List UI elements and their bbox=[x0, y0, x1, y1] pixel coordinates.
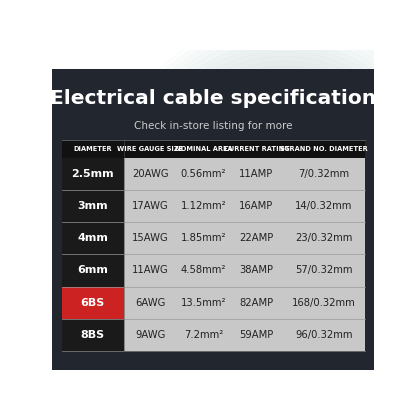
Text: 22AMP: 22AMP bbox=[239, 233, 273, 243]
Text: 168/0.32mm: 168/0.32mm bbox=[292, 298, 356, 308]
Text: 13.5mm²: 13.5mm² bbox=[181, 298, 226, 308]
Text: 82AMP: 82AMP bbox=[239, 298, 273, 308]
Bar bbox=[124, 222, 365, 254]
Text: 96/0.32mm: 96/0.32mm bbox=[295, 330, 353, 340]
Bar bbox=[62, 140, 365, 158]
Text: STRAND NO. DIAMETER: STRAND NO. DIAMETER bbox=[280, 146, 368, 151]
Text: 11AWG: 11AWG bbox=[132, 265, 169, 275]
Text: 11AMP: 11AMP bbox=[239, 169, 273, 179]
Text: 57/0.32mm: 57/0.32mm bbox=[295, 265, 353, 275]
Text: 6mm: 6mm bbox=[77, 265, 108, 275]
Text: 15AWG: 15AWG bbox=[132, 233, 169, 243]
Text: 17AWG: 17AWG bbox=[132, 201, 169, 211]
Text: 3mm: 3mm bbox=[77, 201, 108, 211]
Text: 0.56mm²: 0.56mm² bbox=[181, 169, 226, 179]
Text: 7.2mm²: 7.2mm² bbox=[184, 330, 223, 340]
Text: 6BS: 6BS bbox=[81, 298, 105, 308]
Bar bbox=[124, 254, 365, 287]
Text: 8BS: 8BS bbox=[81, 330, 105, 340]
Text: 23/0.32mm: 23/0.32mm bbox=[295, 233, 352, 243]
Text: 2.5mm: 2.5mm bbox=[72, 169, 114, 179]
Bar bbox=[62, 287, 124, 319]
Bar bbox=[62, 190, 124, 222]
Bar bbox=[62, 222, 124, 254]
Bar bbox=[124, 287, 365, 319]
Text: 4.58mm²: 4.58mm² bbox=[181, 265, 226, 275]
Text: 4mm: 4mm bbox=[77, 233, 108, 243]
Bar bbox=[124, 319, 365, 351]
Text: 14/0.32mm: 14/0.32mm bbox=[295, 201, 352, 211]
Text: 6AWG: 6AWG bbox=[135, 298, 166, 308]
Text: DIAMETER: DIAMETER bbox=[73, 146, 112, 151]
Text: Check in-store listing for more: Check in-store listing for more bbox=[134, 121, 292, 131]
Text: CURRENT RATING: CURRENT RATING bbox=[223, 146, 289, 151]
Bar bbox=[62, 254, 124, 287]
Text: 16AMP: 16AMP bbox=[239, 201, 273, 211]
Text: 1.85mm²: 1.85mm² bbox=[181, 233, 226, 243]
Text: WIRE GAUGE SIZE: WIRE GAUGE SIZE bbox=[117, 146, 183, 151]
Text: 1.12mm²: 1.12mm² bbox=[181, 201, 226, 211]
Bar bbox=[124, 158, 365, 190]
Text: NOMINAL AREA: NOMINAL AREA bbox=[175, 146, 232, 151]
Text: 38AMP: 38AMP bbox=[239, 265, 273, 275]
Bar bbox=[124, 190, 365, 222]
Text: 59AMP: 59AMP bbox=[239, 330, 273, 340]
Bar bbox=[62, 158, 124, 190]
Text: 9AWG: 9AWG bbox=[135, 330, 166, 340]
Text: 20AWG: 20AWG bbox=[132, 169, 168, 179]
Bar bbox=[62, 319, 124, 351]
Text: Electrical cable specification: Electrical cable specification bbox=[50, 89, 376, 108]
Text: 7/0.32mm: 7/0.32mm bbox=[298, 169, 349, 179]
